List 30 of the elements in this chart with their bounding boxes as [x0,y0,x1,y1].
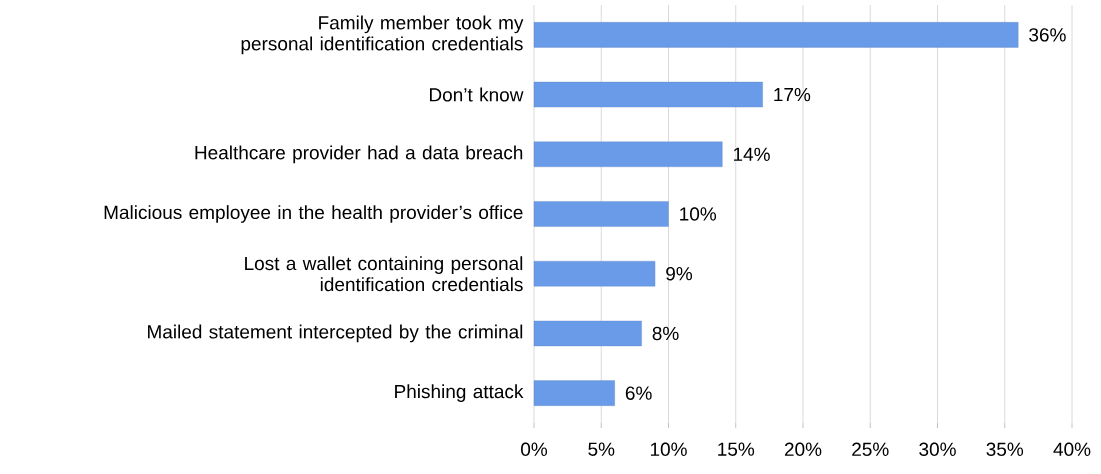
bar [533,261,656,287]
y-tick-label: Healthcare provider had a data breach [195,145,523,164]
y-tick-label: Family member took my personal identification credentials [241,15,524,55]
data-label: 17% [774,87,811,102]
bar [533,22,1019,48]
bar [533,141,723,167]
y-tick-label: Malicious employee in the health provider’s office [104,205,523,223]
x-tick-label: 15% [718,442,755,456]
y-tick-label: Phishing attack [395,384,524,402]
x-tick-label: 5% [588,442,615,456]
bar [533,380,615,406]
x-tick-label: 35% [986,442,1024,456]
x-tick-label: 20% [784,442,822,456]
bar [533,320,642,347]
data-label: 6% [625,386,652,400]
data-label: 9% [666,266,693,281]
data-label: 8% [652,326,679,341]
bar [533,81,763,108]
y-tick-label: Lost a wallet containing personal identification credentials [245,256,523,292]
data-label: 10% [680,207,717,221]
x-tick-label: 40% [1053,442,1091,456]
x-tick-label: 10% [650,442,687,456]
bar [533,201,669,227]
x-tick-label: 25% [852,442,889,456]
x-tick-label: 30% [919,442,956,456]
data-label: 14% [733,147,770,161]
data-label: 36% [1029,28,1066,42]
x-tick-label: 0% [521,442,548,456]
y-tick-label: Don’t know [429,87,524,102]
y-tick-label: Mailed statement intercepted by the criminal [148,324,523,343]
